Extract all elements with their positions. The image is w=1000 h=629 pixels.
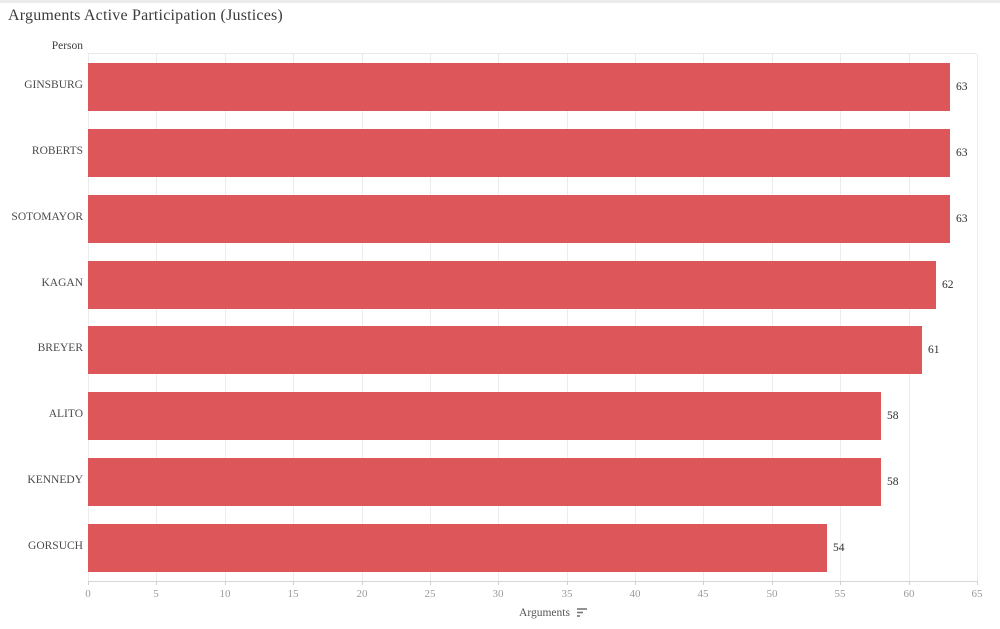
- chart-title: Arguments Active Participation (Justices…: [8, 7, 283, 24]
- plot-area: 63 63 63 62 61 58 58 54: [88, 53, 978, 582]
- bar-value-label: 54: [833, 542, 845, 554]
- tick-label-50: 50: [766, 588, 778, 600]
- bar-roberts[interactable]: [88, 129, 950, 177]
- tick-label-25: 25: [424, 588, 436, 600]
- category-label-breyer[interactable]: BREYER: [37, 342, 83, 354]
- category-label-kagan[interactable]: KAGAN: [41, 277, 83, 289]
- gridline: [567, 54, 568, 581]
- bar-alito[interactable]: [88, 392, 881, 440]
- x-axis-title: Arguments: [519, 607, 570, 619]
- tick-label-30: 30: [492, 588, 504, 600]
- tick-label-35: 35: [561, 588, 573, 600]
- bar-value-label: 61: [928, 344, 940, 356]
- category-label-alito[interactable]: ALITO: [48, 408, 83, 420]
- bar-value-label: 58: [887, 476, 899, 488]
- tick-label-60: 60: [903, 588, 915, 600]
- bar-breyer[interactable]: [88, 326, 922, 374]
- row-axis-header: Person: [51, 40, 83, 52]
- tick-mark: [772, 581, 773, 585]
- tick-label-40: 40: [629, 588, 641, 600]
- bar-kennedy[interactable]: [88, 458, 881, 506]
- bar-ginsburg[interactable]: [88, 63, 950, 111]
- bar-value-label: 62: [942, 279, 954, 291]
- tick-mark: [840, 581, 841, 585]
- tick-label-0: 0: [85, 588, 91, 600]
- sort-descending-icon[interactable]: [576, 604, 588, 622]
- tick-label-5: 5: [153, 588, 159, 600]
- gridline: [225, 54, 226, 581]
- bar-gorsuch[interactable]: [88, 524, 827, 572]
- tick-mark: [88, 581, 89, 585]
- tick-mark: [293, 581, 294, 585]
- tick-mark: [498, 581, 499, 585]
- category-label-gorsuch[interactable]: GORSUCH: [28, 540, 83, 552]
- tick-mark: [909, 581, 910, 585]
- tick-label-45: 45: [697, 588, 709, 600]
- tick-label-10: 10: [219, 588, 231, 600]
- tick-mark: [156, 581, 157, 585]
- gridline: [703, 54, 704, 581]
- gridline: [88, 54, 89, 581]
- gridline: [362, 54, 363, 581]
- bar-value-label: 63: [956, 147, 968, 159]
- tick-mark: [635, 581, 636, 585]
- tick-mark: [703, 581, 704, 585]
- tick-mark: [430, 581, 431, 585]
- gridline: [840, 54, 841, 581]
- bar-value-label: 63: [956, 213, 968, 225]
- gridline: [772, 54, 773, 581]
- gridline: [977, 54, 978, 581]
- tick-label-15: 15: [287, 588, 299, 600]
- x-axis-title-group: Arguments: [109, 604, 998, 622]
- tick-label-20: 20: [356, 588, 368, 600]
- tick-mark: [225, 581, 226, 585]
- gridline: [430, 54, 431, 581]
- tick-mark: [567, 581, 568, 585]
- gridline: [293, 54, 294, 581]
- gridline: [498, 54, 499, 581]
- bar-sotomayor[interactable]: [88, 195, 950, 243]
- window-top-border: [0, 0, 1000, 3]
- tick-mark: [362, 581, 363, 585]
- bar-kagan[interactable]: [88, 261, 936, 309]
- bar-value-label: 63: [956, 81, 968, 93]
- category-label-ginsburg[interactable]: GINSBURG: [24, 79, 83, 91]
- category-label-roberts[interactable]: ROBERTS: [31, 145, 83, 157]
- bar-value-label: 58: [887, 410, 899, 422]
- tick-label-55: 55: [834, 588, 846, 600]
- gridline: [909, 54, 910, 581]
- gridline: [635, 54, 636, 581]
- category-label-kennedy[interactable]: KENNEDY: [27, 474, 83, 486]
- tick-mark: [977, 581, 978, 585]
- gridline: [156, 54, 157, 581]
- tick-label-65: 65: [971, 588, 983, 600]
- category-label-sotomayor[interactable]: SOTOMAYOR: [11, 211, 83, 223]
